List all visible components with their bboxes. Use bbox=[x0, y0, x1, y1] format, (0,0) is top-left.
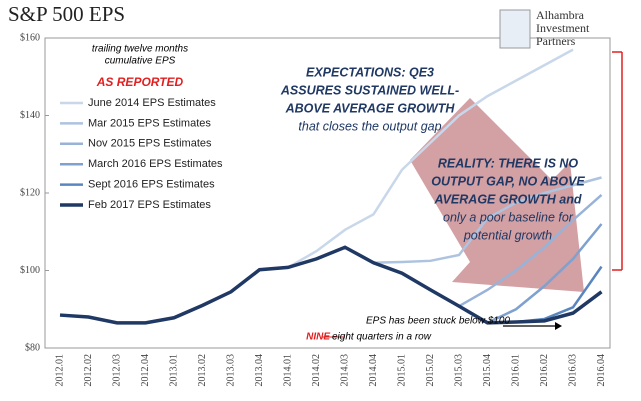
subtitle: trailing twelve months bbox=[92, 44, 188, 55]
logo-text: Alhambra bbox=[536, 8, 585, 22]
nine: NINE bbox=[306, 332, 330, 343]
reality-note: AVERAGE GROWTH and bbox=[434, 192, 582, 206]
legend-label: Feb 2017 EPS Estimates bbox=[88, 199, 211, 211]
logo-text: Investment bbox=[536, 21, 590, 35]
series-line bbox=[373, 176, 602, 264]
x-tick-label: 2013.04 bbox=[254, 354, 265, 387]
x-tick-label: 2014.02 bbox=[311, 354, 322, 387]
x-tick-label: 2015.02 bbox=[425, 354, 436, 387]
y-tick-label: $160 bbox=[20, 32, 40, 43]
x-tick-label: 2014.03 bbox=[339, 354, 350, 387]
reality-arrow bbox=[410, 98, 584, 292]
note-arrow-head bbox=[555, 322, 562, 330]
series-line bbox=[59, 245, 603, 325]
y-tick-label: $100 bbox=[20, 265, 40, 276]
logo-icon bbox=[499, 9, 531, 49]
subtitle: cumulative EPS bbox=[105, 56, 176, 67]
legend-label: March 2016 EPS Estimates bbox=[88, 158, 223, 170]
chart-title: S&P 500 EPS bbox=[8, 2, 125, 26]
expectations-note: EXPECTATIONS: QE3 bbox=[306, 65, 434, 79]
legend-label: Nov 2015 EPS Estimates bbox=[88, 138, 212, 150]
x-tick-label: 2016.01 bbox=[510, 354, 521, 387]
expectations-note: ABOVE AVERAGE GROWTH bbox=[285, 101, 456, 115]
x-tick-label: 2014.04 bbox=[368, 354, 379, 387]
y-tick-label: $120 bbox=[20, 187, 40, 198]
stuck-note: eight quarters in a row bbox=[332, 332, 432, 343]
x-tick-label: 2013.01 bbox=[168, 354, 179, 387]
x-tick-label: 2016.03 bbox=[567, 354, 578, 387]
expectations-note: ASSURES SUSTAINED WELL- bbox=[280, 83, 459, 97]
x-tick-label: 2012.04 bbox=[140, 354, 151, 387]
as-reported: AS REPORTED bbox=[96, 75, 184, 89]
y-tick-label: $140 bbox=[20, 110, 40, 121]
series-line bbox=[458, 194, 603, 308]
x-tick-label: 2012.01 bbox=[54, 354, 65, 387]
x-tick-label: 2012.02 bbox=[83, 354, 94, 387]
x-tick-label: 2016.02 bbox=[539, 354, 550, 387]
expectations-note: that closes the output gap bbox=[298, 119, 441, 133]
series-line bbox=[486, 223, 603, 324]
x-tick-label: 2015.04 bbox=[482, 354, 493, 387]
x-tick-label: 2015.01 bbox=[396, 354, 407, 387]
legend-label: June 2014 EPS Estimates bbox=[88, 97, 216, 109]
x-tick-label: 2012.03 bbox=[111, 354, 122, 387]
reality-note: REALITY: THERE IS NO bbox=[438, 156, 579, 170]
legend-label: Mar 2015 EPS Estimates bbox=[88, 117, 211, 129]
x-tick-label: 2016.04 bbox=[596, 354, 607, 387]
series-line bbox=[287, 48, 574, 269]
x-tick-label: 2015.03 bbox=[453, 354, 464, 387]
reality-note: potential growth bbox=[463, 228, 552, 242]
y-tick-label: $80 bbox=[25, 342, 40, 353]
logo-text: Partners bbox=[536, 34, 576, 48]
reality-note: only a poor baseline for bbox=[443, 210, 574, 224]
x-tick-label: 2014.01 bbox=[282, 354, 293, 387]
reality-note: OUTPUT GAP, NO ABOVE bbox=[431, 174, 585, 188]
x-tick-label: 2013.03 bbox=[225, 354, 236, 387]
stuck-note: EPS has been stuck below $100 bbox=[366, 316, 510, 327]
x-tick-label: 2013.02 bbox=[197, 354, 208, 387]
legend-label: Sept 2016 EPS Estimates bbox=[88, 179, 215, 191]
